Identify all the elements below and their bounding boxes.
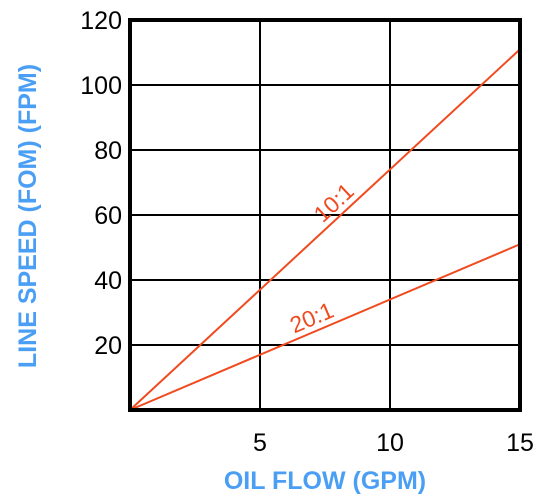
series-line-10-1 xyxy=(129,48,521,411)
grid xyxy=(130,20,520,410)
x-tick-labels: 5 10 15 xyxy=(253,429,534,457)
series-lines xyxy=(129,48,521,411)
y-tick-labels: 20 40 60 80 100 120 xyxy=(80,7,122,360)
series-labels: 10:120:1 xyxy=(286,178,359,339)
y-tick-label: 80 xyxy=(94,137,122,165)
x-tick-label: 10 xyxy=(376,429,404,457)
y-axis-title: LINE SPEED (FOM) (FPM) xyxy=(14,64,42,368)
y-tick-label: 120 xyxy=(80,7,122,35)
x-axis-title: OIL FLOW (GPM) xyxy=(224,467,426,494)
y-tick-label: 20 xyxy=(94,332,122,360)
plot-border xyxy=(128,18,522,412)
x-tick-label: 15 xyxy=(506,429,534,457)
y-tick-label: 40 xyxy=(94,267,122,295)
plot-frame xyxy=(128,18,522,412)
series-label: 10:1 xyxy=(308,178,359,227)
y-tick-label: 100 xyxy=(80,72,122,100)
y-tick-label: 60 xyxy=(94,202,122,230)
x-tick-label: 5 xyxy=(253,429,267,457)
series-line-20-1 xyxy=(129,243,521,411)
